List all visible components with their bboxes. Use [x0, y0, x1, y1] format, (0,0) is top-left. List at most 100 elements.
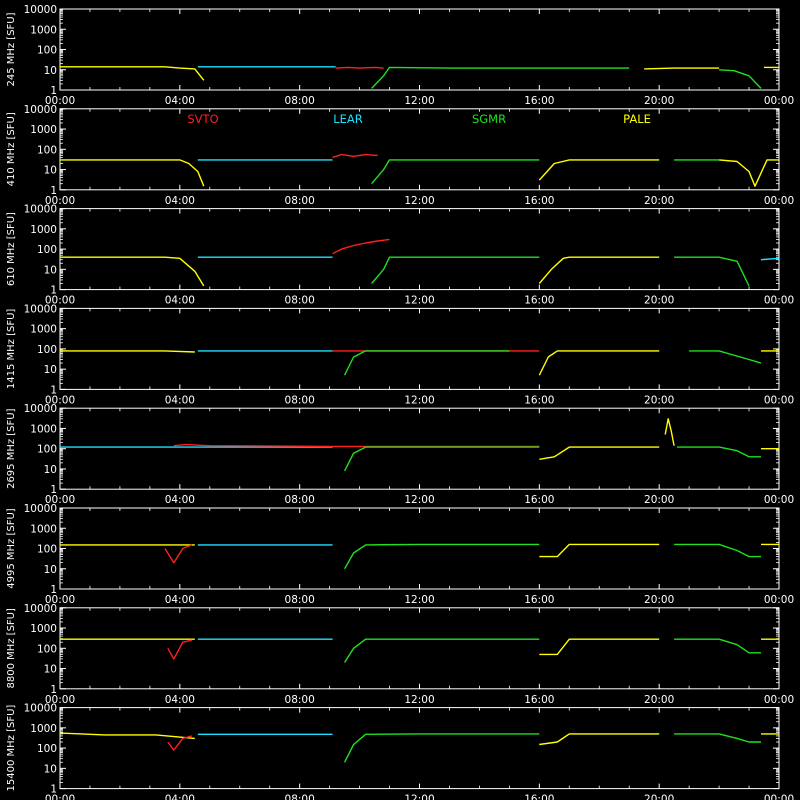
x-tick-label: 08:00	[285, 594, 315, 606]
series-pale-line	[538, 256, 660, 284]
plot-frame	[59, 407, 780, 490]
x-tick-label: 20:00	[644, 494, 674, 506]
panel-1: 1 10 100 1000 10000 00:00 04:00 08:00 12:00 16:00…	[6, 4, 794, 107]
panel-8: 1 10 100 1000 10000 00:00 04:00 08:00 12:00 16:00…	[6, 703, 794, 800]
x-tick-label: 16:00	[524, 594, 554, 606]
x-tick-label: 12:00	[404, 295, 434, 307]
series-sgmr-line	[371, 66, 630, 89]
y-tick-label: 10000	[24, 303, 57, 315]
x-tick-label: 08:00	[285, 494, 315, 506]
series-sgmr-line	[344, 638, 540, 663]
series-pale-line	[60, 159, 205, 187]
series-pale-line	[60, 66, 205, 81]
x-tick-label: 00:00	[764, 295, 794, 307]
panel-5: 1 10 100 1000 10000 00:00 04:00 08:00 12:00 16:00…	[6, 403, 794, 506]
x-tick-label: 12:00	[404, 694, 434, 706]
y-tick-label: 10000	[24, 503, 57, 515]
x-tick-label: 16:00	[524, 794, 554, 800]
y-tick-label: 10	[44, 165, 57, 177]
y-tick-label: 1	[50, 185, 57, 197]
y-tick-label: 1	[50, 584, 57, 596]
x-tick-label: 00:00	[764, 794, 794, 800]
y-tick-label: 1000	[30, 423, 57, 435]
series-pale-line	[539, 543, 660, 558]
x-tick-label: 12:00	[404, 594, 434, 606]
y-tick-label: 1	[50, 85, 57, 97]
y-tick-label: 1000	[30, 24, 57, 36]
series-svto-line	[335, 66, 384, 69]
x-tick-label: 20:00	[644, 95, 674, 107]
x-tick-label: 00:00	[45, 394, 75, 406]
series-sgmr-line	[674, 256, 750, 287]
x-tick-label: 00:00	[45, 195, 75, 207]
series-svto-line	[167, 639, 192, 660]
x-tick-label: 16:00	[524, 95, 554, 107]
y-axis-label: 410 MHz [SFU]	[6, 112, 17, 186]
x-tick-label: 04:00	[165, 95, 195, 107]
y-tick-label: 1	[50, 684, 57, 696]
x-tick-label: 20:00	[644, 295, 674, 307]
x-tick-label: 00:00	[764, 494, 794, 506]
x-tick-label: 16:00	[524, 195, 554, 207]
series-pale-line	[60, 256, 205, 287]
x-tick-label: 00:00	[764, 195, 794, 207]
series-sgmr-line	[674, 733, 761, 743]
y-axis-label: 8800 MHz [SFU]	[6, 608, 17, 689]
x-tick-label: 20:00	[644, 394, 674, 406]
y-tick-label: 1000	[30, 324, 57, 336]
x-tick-label: 20:00	[644, 594, 674, 606]
series-sgmr-line	[677, 446, 761, 458]
series-sgmr-line	[674, 638, 761, 654]
y-tick-label: 1	[50, 384, 57, 396]
series-pale-line	[538, 159, 660, 181]
series-svto-line	[164, 544, 193, 564]
series-pale-line	[539, 638, 660, 656]
x-tick-label: 00:00	[45, 694, 75, 706]
x-tick-label: 16:00	[524, 494, 554, 506]
plot-frame	[59, 208, 780, 291]
x-tick-label: 00:00	[45, 594, 75, 606]
x-tick-label: 12:00	[404, 494, 434, 506]
x-tick-label: 08:00	[285, 195, 315, 207]
plot-frame	[59, 507, 780, 590]
series-sgmr-line	[343, 350, 510, 376]
panel-7: 1 10 100 1000 10000 00:00 04:00 08:00 12:00 16:00…	[6, 603, 794, 706]
series-svto-line	[173, 443, 540, 448]
y-tick-label: 100	[37, 643, 57, 655]
x-tick-label: 12:00	[404, 95, 434, 107]
panel-2: 1 10 100 1000 10000 00:00 04:00 08:00 12:00 16:00…	[6, 104, 794, 207]
plot-frame	[59, 8, 780, 91]
panel-4: 1 10 100 1000 10000 00:00 04:00 08:00 12:00 16:00…	[6, 303, 794, 406]
y-tick-label: 10	[44, 364, 57, 376]
y-tick-label: 1000	[30, 523, 57, 535]
y-tick-label: 100	[37, 544, 57, 556]
series-svto-line	[332, 153, 378, 159]
series-lear-line	[760, 257, 780, 261]
series-pale-line	[538, 350, 660, 376]
x-tick-label: 04:00	[165, 295, 195, 307]
x-tick-label: 16:00	[524, 394, 554, 406]
series-sgmr-line	[689, 350, 762, 364]
y-tick-label: 1	[50, 484, 57, 496]
series-pale-line	[60, 350, 195, 353]
y-tick-label: 10000	[24, 4, 57, 16]
x-tick-label: 12:00	[404, 794, 434, 800]
panel-6: 1 10 100 1000 10000 00:00 04:00 08:00 12:00 16:00…	[6, 503, 794, 606]
x-tick-label: 08:00	[285, 295, 315, 307]
x-tick-label: 04:00	[165, 694, 195, 706]
x-tick-label: 08:00	[285, 694, 315, 706]
series-pale-line	[644, 67, 720, 70]
legend-lear: LEAR	[333, 112, 363, 126]
x-tick-label: 00:00	[45, 494, 75, 506]
series-sgmr-line	[719, 69, 762, 89]
panel-3: 1 10 100 1000 10000 00:00 04:00 08:00 12:00 16:00…	[6, 204, 794, 307]
y-tick-label: 10	[44, 564, 57, 576]
series-sgmr-line	[343, 543, 540, 570]
x-tick-label: 00:00	[45, 295, 75, 307]
y-tick-label: 100	[37, 743, 57, 755]
series-pale-line	[664, 418, 675, 446]
y-axis-label: 2695 MHz [SFU]	[6, 408, 17, 489]
y-tick-label: 100	[37, 144, 57, 156]
x-tick-label: 00:00	[764, 694, 794, 706]
series-sgmr-line	[371, 256, 540, 284]
